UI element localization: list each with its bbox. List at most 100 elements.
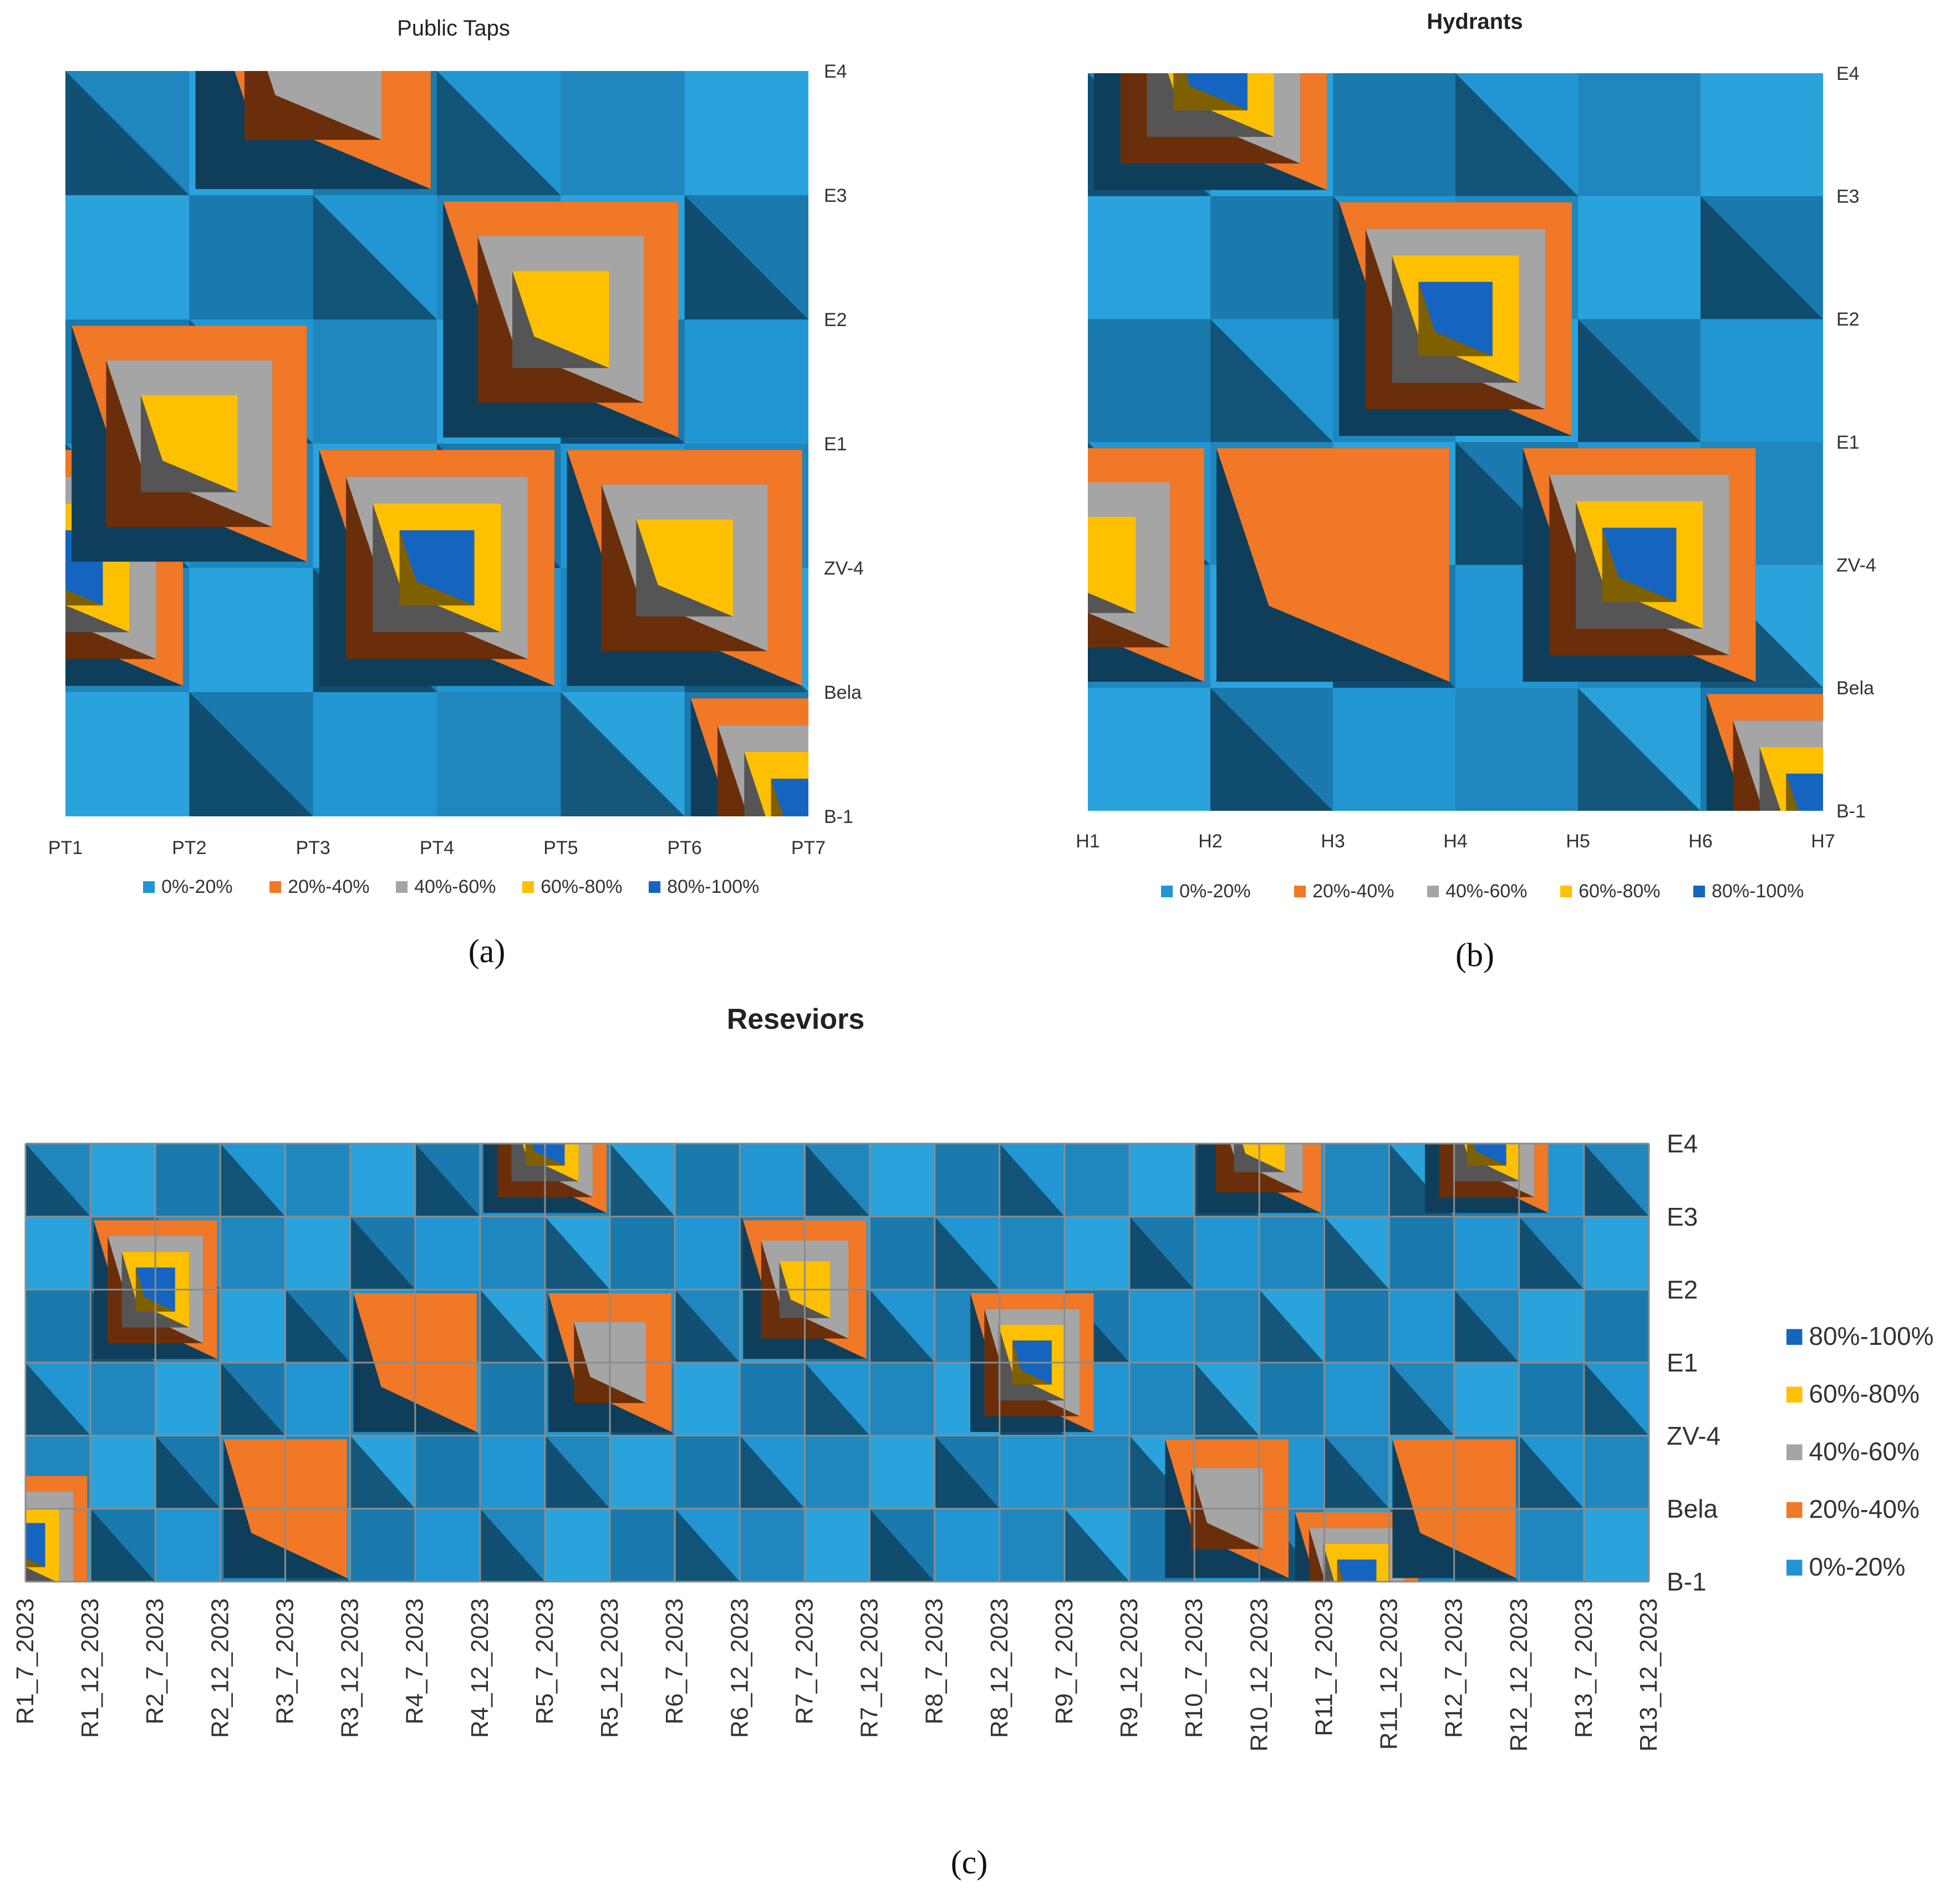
legend-label: 0%-20% (1809, 1552, 1906, 1581)
plot-cell (155, 1144, 221, 1217)
plot-cell (934, 1508, 1000, 1582)
x-tick-label: R5_7_2023 (531, 1598, 558, 1725)
legend: 80%-100% 60%-80% 40%-60% 20%-40% 0%-20% (1786, 1322, 1934, 1581)
y-tick-label: E2 (824, 309, 847, 331)
x-tick-label: R2_7_2023 (141, 1598, 169, 1725)
figure-caption: (b) (1455, 937, 1494, 973)
contour-hotspot (690, 698, 808, 816)
x-tick-label: H1 (1076, 831, 1099, 852)
plot-cell (1064, 1216, 1130, 1290)
plot-cell (1389, 1216, 1455, 1290)
x-tick-label: R10_7_2023 (1180, 1598, 1208, 1738)
legend-label: 40%-60% (1445, 881, 1527, 902)
contour-band (140, 395, 238, 492)
legend-label: 40%-60% (414, 876, 496, 897)
plot-cell (869, 1216, 935, 1290)
contour-hotspot (443, 201, 679, 438)
plot-cell (480, 1363, 546, 1436)
y-tick-label: B-1 (824, 806, 853, 827)
x-tick-label: R4_7_2023 (401, 1598, 429, 1725)
legend-label: 60%-80% (1579, 881, 1660, 902)
plot-cell (1324, 1363, 1390, 1436)
plot-cell (869, 1144, 935, 1217)
cell-shadow (155, 1435, 221, 1509)
plot-area (65, 71, 808, 816)
cell-shadow (805, 1144, 870, 1217)
contour-band (1786, 773, 1823, 811)
cell-shadow (1064, 1508, 1130, 1582)
plot-cell (90, 1435, 156, 1509)
plot-cell (480, 1216, 546, 1290)
plot-cell (675, 1435, 740, 1509)
x-tick-label: R9_7_2023 (1051, 1598, 1078, 1725)
contour-hotspot (72, 326, 307, 562)
cell-shadow (480, 1508, 545, 1582)
x-tick-label: R5_12_2023 (596, 1598, 623, 1738)
legend-label: 60%-80% (541, 876, 622, 897)
y-tick-label: E1 (824, 434, 847, 455)
x-tick-label: R7_7_2023 (791, 1598, 818, 1725)
plot-cell (155, 1363, 221, 1436)
contour-band (512, 271, 609, 368)
legend-label: 80%-100% (667, 876, 759, 897)
plot-cell (1333, 688, 1456, 811)
x-tick-label: R2_12_2023 (206, 1598, 233, 1738)
plot-cell (313, 319, 437, 444)
legend-swatch (1786, 1559, 1803, 1576)
plot-cell (437, 692, 561, 816)
contour-band (771, 779, 808, 816)
plot-cell (65, 195, 190, 320)
x-tick-label: R10_12_2023 (1245, 1598, 1272, 1751)
plot-cell (65, 692, 190, 816)
y-tick-label: Bela (824, 682, 862, 703)
x-tick-label: R11_12_2023 (1376, 1598, 1403, 1750)
contour-band (267, 71, 382, 140)
chart-b: Hydrants H1 H2 H3 H4 H5 H6 H7 E4 E3 E2 E1 ZV-4 Bela B-… (1076, 9, 1876, 973)
plot-cell (999, 1508, 1065, 1582)
contour-hotspot (195, 71, 431, 189)
cell-shadow (313, 195, 437, 319)
plot-cell (480, 1435, 546, 1509)
plot-cell (561, 71, 685, 196)
legend-label: 60%-80% (1809, 1379, 1920, 1408)
cell-shadow (1210, 319, 1333, 442)
plot-cell (1129, 1289, 1195, 1363)
plot-cell (1578, 196, 1701, 319)
legend-label: 80%-100% (1712, 881, 1804, 902)
plot-cell (610, 1435, 675, 1509)
cell-shadow (544, 1435, 610, 1509)
plot-cell (1584, 1216, 1649, 1290)
y-tick-label: Bela (1836, 678, 1874, 699)
legend-label: 20%-40% (288, 876, 369, 897)
cell-shadow (350, 1435, 415, 1509)
plot-cell (1519, 1508, 1585, 1582)
cell-shadow (26, 1363, 91, 1436)
legend-label: 20%-40% (1809, 1495, 1920, 1523)
cell-shadow (1194, 1363, 1260, 1436)
legend-label: 20%-40% (1312, 881, 1394, 902)
legend-swatch (1693, 885, 1706, 897)
legend-swatch (1560, 885, 1572, 897)
contour-hotspot (1707, 694, 1823, 811)
plot-cell (155, 1508, 221, 1582)
cell-shadow (189, 692, 313, 816)
y-tick-label: E1 (1836, 432, 1860, 453)
y-tick-label: E4 (1667, 1129, 1698, 1158)
legend-swatch (1786, 1502, 1803, 1518)
cell-shadow (1455, 442, 1578, 565)
contour-band (1216, 448, 1449, 682)
cell-shadow (1519, 1216, 1584, 1290)
legend-swatch (649, 881, 661, 893)
contour-hotspot (319, 450, 555, 686)
cell-shadow (675, 1289, 740, 1363)
cell-shadow (544, 1216, 610, 1290)
plot-cell (684, 319, 808, 444)
chart-c: Reseviors R1_7_2023 R1_12_2023 R2_7_2023 R2_… (12, 1003, 1934, 1881)
plot-cell (90, 1144, 156, 1217)
cell-shadow (1324, 1216, 1389, 1290)
cell-shadow (934, 1216, 1000, 1290)
plot-cell (740, 1508, 805, 1582)
cell-shadow (1259, 1289, 1325, 1363)
plot-cell (415, 1435, 481, 1509)
plot-area (1088, 73, 1823, 811)
